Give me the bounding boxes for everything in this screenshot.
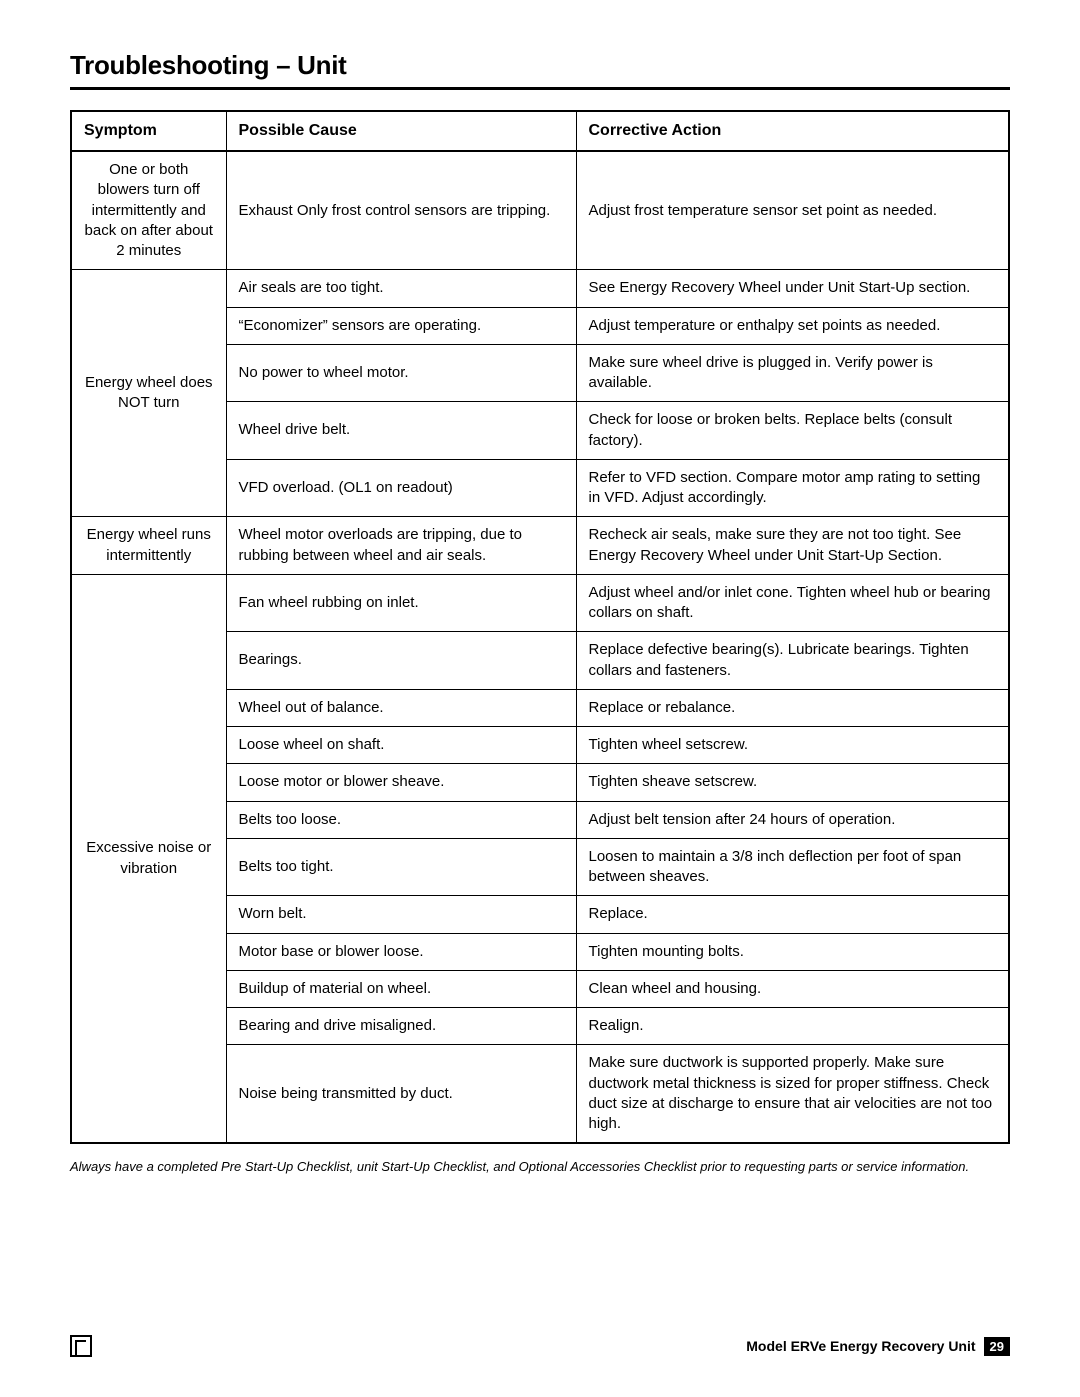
cause-cell: Bearings. [226,632,576,690]
page: Troubleshooting – Unit Symptom Possible … [0,0,1080,1397]
action-cell: Tighten sheave setscrew. [576,764,1009,801]
cause-cell: Exhaust Only frost control sensors are t… [226,151,576,270]
page-number: 29 [984,1337,1010,1356]
brand-logo-icon [70,1335,92,1357]
cause-cell: VFD overload. (OL1 on readout) [226,459,576,517]
cause-cell: Belts too loose. [226,801,576,838]
cause-cell: Bearing and drive misaligned. [226,1008,576,1045]
symptom-cell: One or both blowers turn off intermitten… [71,151,226,270]
symptom-cell: Energy wheel does NOT turn [71,270,226,517]
action-cell: Clean wheel and housing. [576,970,1009,1007]
symptom-cell: Excessive noise or vibration [71,574,226,1143]
footnote: Always have a completed Pre Start-Up Che… [70,1158,1010,1176]
col-symptom: Symptom [71,111,226,151]
action-cell: Check for loose or broken belts. Replace… [576,402,1009,460]
action-cell: Replace. [576,896,1009,933]
troubleshooting-table: Symptom Possible Cause Corrective Action… [70,110,1010,1144]
cause-cell: Wheel drive belt. [226,402,576,460]
table-row: Energy wheel runs intermittentlyWheel mo… [71,517,1009,575]
model-label: Model ERVe Energy Recovery Unit [746,1338,975,1354]
cause-cell: Worn belt. [226,896,576,933]
action-cell: Make sure ductwork is supported properly… [576,1045,1009,1144]
page-footer: Model ERVe Energy Recovery Unit 29 [70,1335,1010,1357]
action-cell: Loosen to maintain a 3/8 inch deflection… [576,838,1009,896]
page-title: Troubleshooting – Unit [70,50,1010,90]
cause-cell: Fan wheel rubbing on inlet. [226,574,576,632]
action-cell: Recheck air seals, make sure they are no… [576,517,1009,575]
cause-cell: Loose wheel on shaft. [226,727,576,764]
action-cell: Realign. [576,1008,1009,1045]
action-cell: See Energy Recovery Wheel under Unit Sta… [576,270,1009,307]
cause-cell: Loose motor or blower sheave. [226,764,576,801]
cause-cell: Wheel motor overloads are tripping, due … [226,517,576,575]
cause-cell: Belts too tight. [226,838,576,896]
cause-cell: Noise being transmitted by duct. [226,1045,576,1144]
action-cell: Adjust temperature or enthalpy set point… [576,307,1009,344]
action-cell: Replace or rebalance. [576,689,1009,726]
action-cell: Adjust frost temperature sensor set poin… [576,151,1009,270]
table-row: Energy wheel does NOT turnAir seals are … [71,270,1009,307]
footer-right: Model ERVe Energy Recovery Unit 29 [746,1337,1010,1356]
action-cell: Adjust wheel and/or inlet cone. Tighten … [576,574,1009,632]
action-cell: Replace defective bearing(s). Lubricate … [576,632,1009,690]
action-cell: Make sure wheel drive is plugged in. Ver… [576,344,1009,402]
action-cell: Adjust belt tension after 24 hours of op… [576,801,1009,838]
cause-cell: Wheel out of balance. [226,689,576,726]
col-action: Corrective Action [576,111,1009,151]
action-cell: Tighten wheel setscrew. [576,727,1009,764]
table-row: One or both blowers turn off intermitten… [71,151,1009,270]
cause-cell: “Economizer” sensors are operating. [226,307,576,344]
action-cell: Tighten mounting bolts. [576,933,1009,970]
col-cause: Possible Cause [226,111,576,151]
table-header-row: Symptom Possible Cause Corrective Action [71,111,1009,151]
cause-cell: No power to wheel motor. [226,344,576,402]
symptom-cell: Energy wheel runs intermittently [71,517,226,575]
cause-cell: Motor base or blower loose. [226,933,576,970]
action-cell: Refer to VFD section. Compare motor amp … [576,459,1009,517]
cause-cell: Air seals are too tight. [226,270,576,307]
table-row: Excessive noise or vibrationFan wheel ru… [71,574,1009,632]
cause-cell: Buildup of material on wheel. [226,970,576,1007]
